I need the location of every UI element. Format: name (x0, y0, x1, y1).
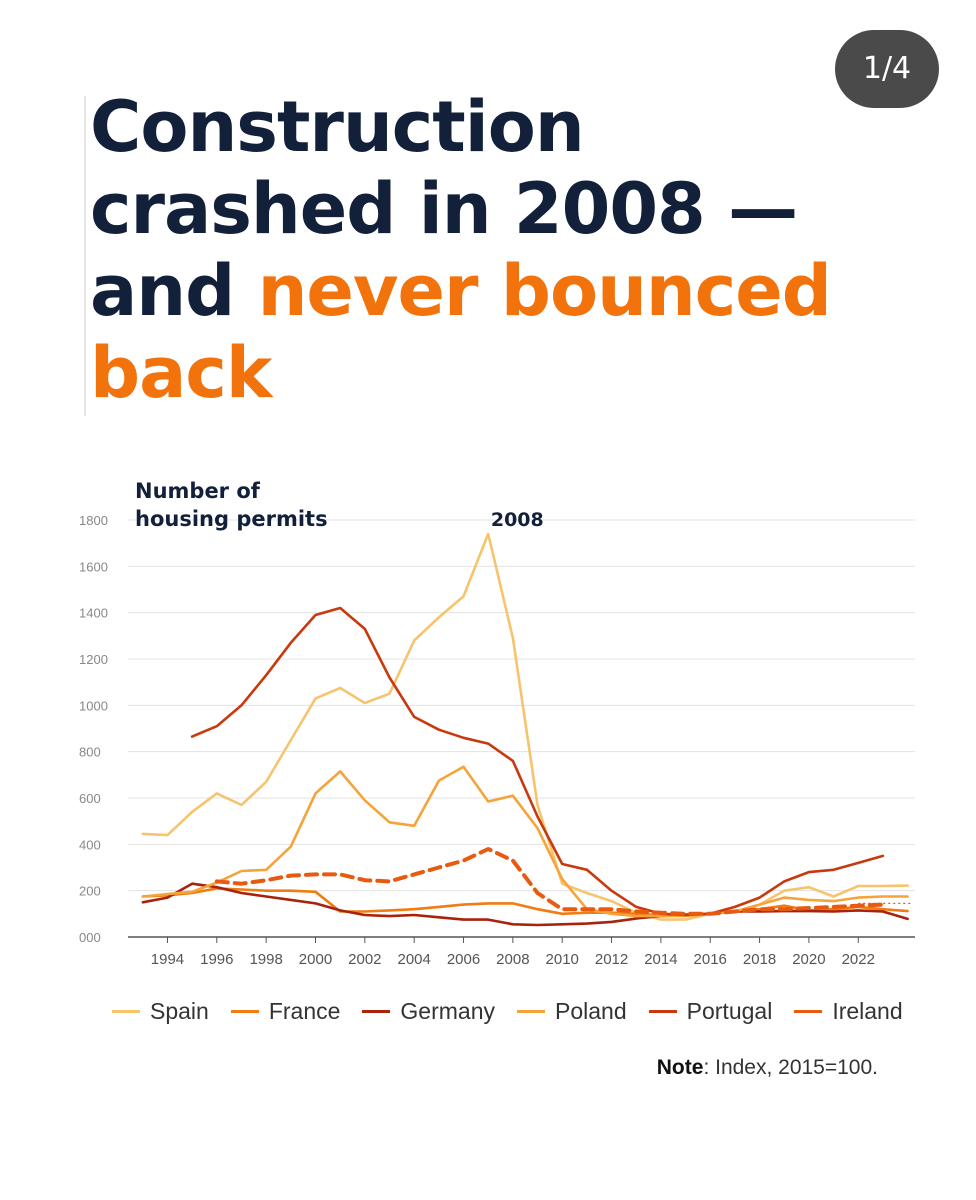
y-tick-label: 1000 (79, 698, 108, 713)
chart-legend: Spain France Germany Poland Portugal Ire… (112, 995, 903, 1027)
legend-swatch-spain (112, 1009, 140, 1013)
legend-label-germany: Germany (400, 997, 496, 1024)
x-tick-label: 1994 (151, 951, 184, 968)
y-tick-label: 1400 (79, 606, 108, 621)
legend-swatch-germany (362, 1009, 391, 1013)
headline-highlight-1: never bounced (257, 250, 832, 332)
chart-note: Note: Index, 2015=100. (657, 1056, 878, 1080)
headline-highlight-2: back (90, 332, 272, 414)
x-tick-label: 2008 (496, 951, 529, 968)
x-tick-label: 2012 (595, 951, 628, 968)
x-tick-label: 2018 (743, 951, 776, 968)
legend-item-ireland: Ireland (794, 997, 903, 1025)
x-tick-label: 2006 (447, 951, 480, 968)
legend-item-portugal: Portugal (648, 997, 773, 1025)
y-tick-label: 200 (79, 884, 101, 899)
gridlines (128, 519, 915, 892)
legend-label-france: France (268, 997, 341, 1024)
x-tick-label: 2004 (397, 951, 430, 968)
legend-label-ireland: Ireland (832, 997, 903, 1024)
series-lines (141, 532, 909, 927)
y-tick-label: 1800 (79, 513, 108, 528)
series-line-ireland (214, 847, 885, 916)
note-label: Note (656, 1056, 704, 1079)
x-tick-label: 2020 (792, 951, 825, 968)
legend-item-spain: Spain (112, 998, 209, 1025)
x-axis-ticks: 1994 1996 1998 2000 2002 2004 2006 2008 2010 2012… (151, 937, 875, 968)
page-indicator[interactable]: 1/4 (835, 30, 939, 108)
x-tick-label: 2022 (842, 951, 875, 968)
legend-swatch-poland (517, 1009, 546, 1013)
series-line-france (141, 887, 909, 917)
note-text: : Index, 2015=100. (703, 1056, 878, 1079)
headline-line-1: Construction (90, 86, 585, 168)
x-tick-label: 2014 (644, 951, 677, 968)
chart-title-line-1: Number of (135, 479, 261, 503)
y-tick-label: 400 (79, 837, 101, 852)
x-tick-label: 2000 (299, 951, 332, 968)
left-edge-divider (84, 96, 86, 416)
legend-label-portugal: Portugal (686, 997, 773, 1024)
headline-line-2: crashed in 2008 — (90, 168, 798, 250)
legend-label-spain: Spain (150, 997, 209, 1024)
x-tick-label: 1998 (249, 951, 282, 968)
x-tick-label: 2002 (348, 951, 381, 968)
x-tick-label: 1996 (200, 951, 233, 968)
y-tick-label: 1600 (79, 559, 108, 574)
y-tick-label: 600 (79, 791, 101, 806)
series-line-spain (141, 532, 909, 921)
y-tick-label: 1200 (79, 652, 108, 667)
peak-annotation-2008: 2008 (491, 509, 544, 531)
y-tick-label: 000 (79, 930, 101, 945)
legend-item-poland: Poland (517, 998, 627, 1025)
x-tick-label: 2010 (546, 951, 579, 968)
legend-label-poland: Poland (555, 997, 627, 1024)
legend-item-germany: Germany (362, 998, 495, 1025)
y-tick-label: 800 (79, 745, 101, 760)
x-tick-label: 2016 (694, 951, 727, 968)
y-axis-ticks: 000 200 400 600 800 1000 1200 1400 1600 1800 (79, 513, 108, 945)
series-line-poland (141, 765, 909, 918)
headline-line-3-plain: and (90, 250, 258, 332)
housing-permits-line-chart: 000 200 400 600 800 1000 1200 1400 1600 1800 1994… (79, 479, 915, 968)
legend-item-france: France (230, 997, 341, 1025)
legend-swatch-portugal (648, 1009, 677, 1013)
legend-swatch-ireland (794, 1009, 823, 1013)
chart-title-line-2: housing permits (135, 507, 328, 531)
legend-swatch-france (230, 1009, 259, 1013)
headline: Construction crashed in 2008 — and never… (90, 86, 890, 414)
series-line-portugal (190, 606, 885, 917)
